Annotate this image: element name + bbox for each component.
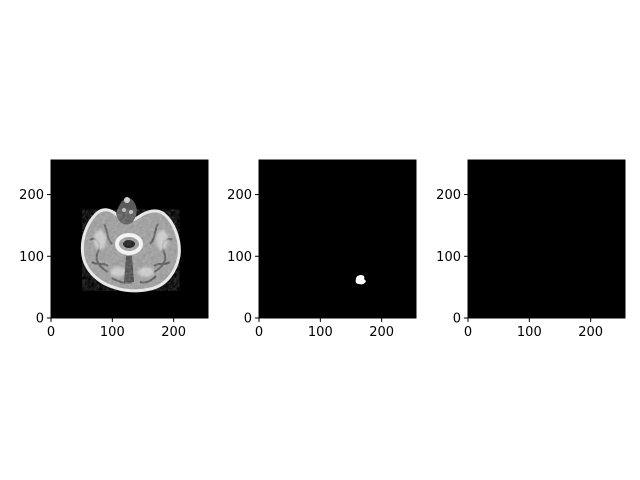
y-tick-label: 200 <box>436 188 461 203</box>
y-tick-label: 100 <box>19 250 44 265</box>
y-tick-label: 100 <box>436 250 461 265</box>
x-tick-label: 0 <box>255 325 263 340</box>
x-tick-label: 100 <box>517 325 542 340</box>
panel-2-ticks: 0 100 200 0 100 200 <box>227 188 394 340</box>
x-tick-label: 200 <box>578 325 603 340</box>
axes-frame <box>467 159 626 319</box>
x-tick-label: 100 <box>100 325 125 340</box>
image-area <box>259 160 416 318</box>
y-tick-label: 200 <box>227 188 252 203</box>
panel-1-ticks: 0 100 200 0 100 200 <box>19 188 186 340</box>
y-tick-label: 0 <box>453 312 461 327</box>
image-area <box>468 160 625 318</box>
x-tick-label: 0 <box>47 325 55 340</box>
y-tick-label: 0 <box>36 312 44 327</box>
panel-3-ticks: 0 100 200 0 100 200 <box>436 188 603 340</box>
y-tick-label: 100 <box>227 250 252 265</box>
axes-frame <box>50 159 209 319</box>
axes-frame <box>258 159 417 319</box>
panel-2: 0 100 200 0 100 200 <box>227 159 417 340</box>
x-tick-label: 100 <box>308 325 333 340</box>
y-tick-label: 200 <box>19 188 44 203</box>
x-tick-label: 0 <box>464 325 472 340</box>
x-tick-label: 200 <box>369 325 394 340</box>
mask-blob <box>355 275 366 285</box>
brain-slice-image <box>80 197 181 293</box>
panel-1: 0 100 200 0 100 200 <box>19 159 209 340</box>
panel-3: 0 100 200 0 100 200 <box>436 159 626 340</box>
y-tick-label: 0 <box>244 312 252 327</box>
x-tick-label: 200 <box>161 325 186 340</box>
